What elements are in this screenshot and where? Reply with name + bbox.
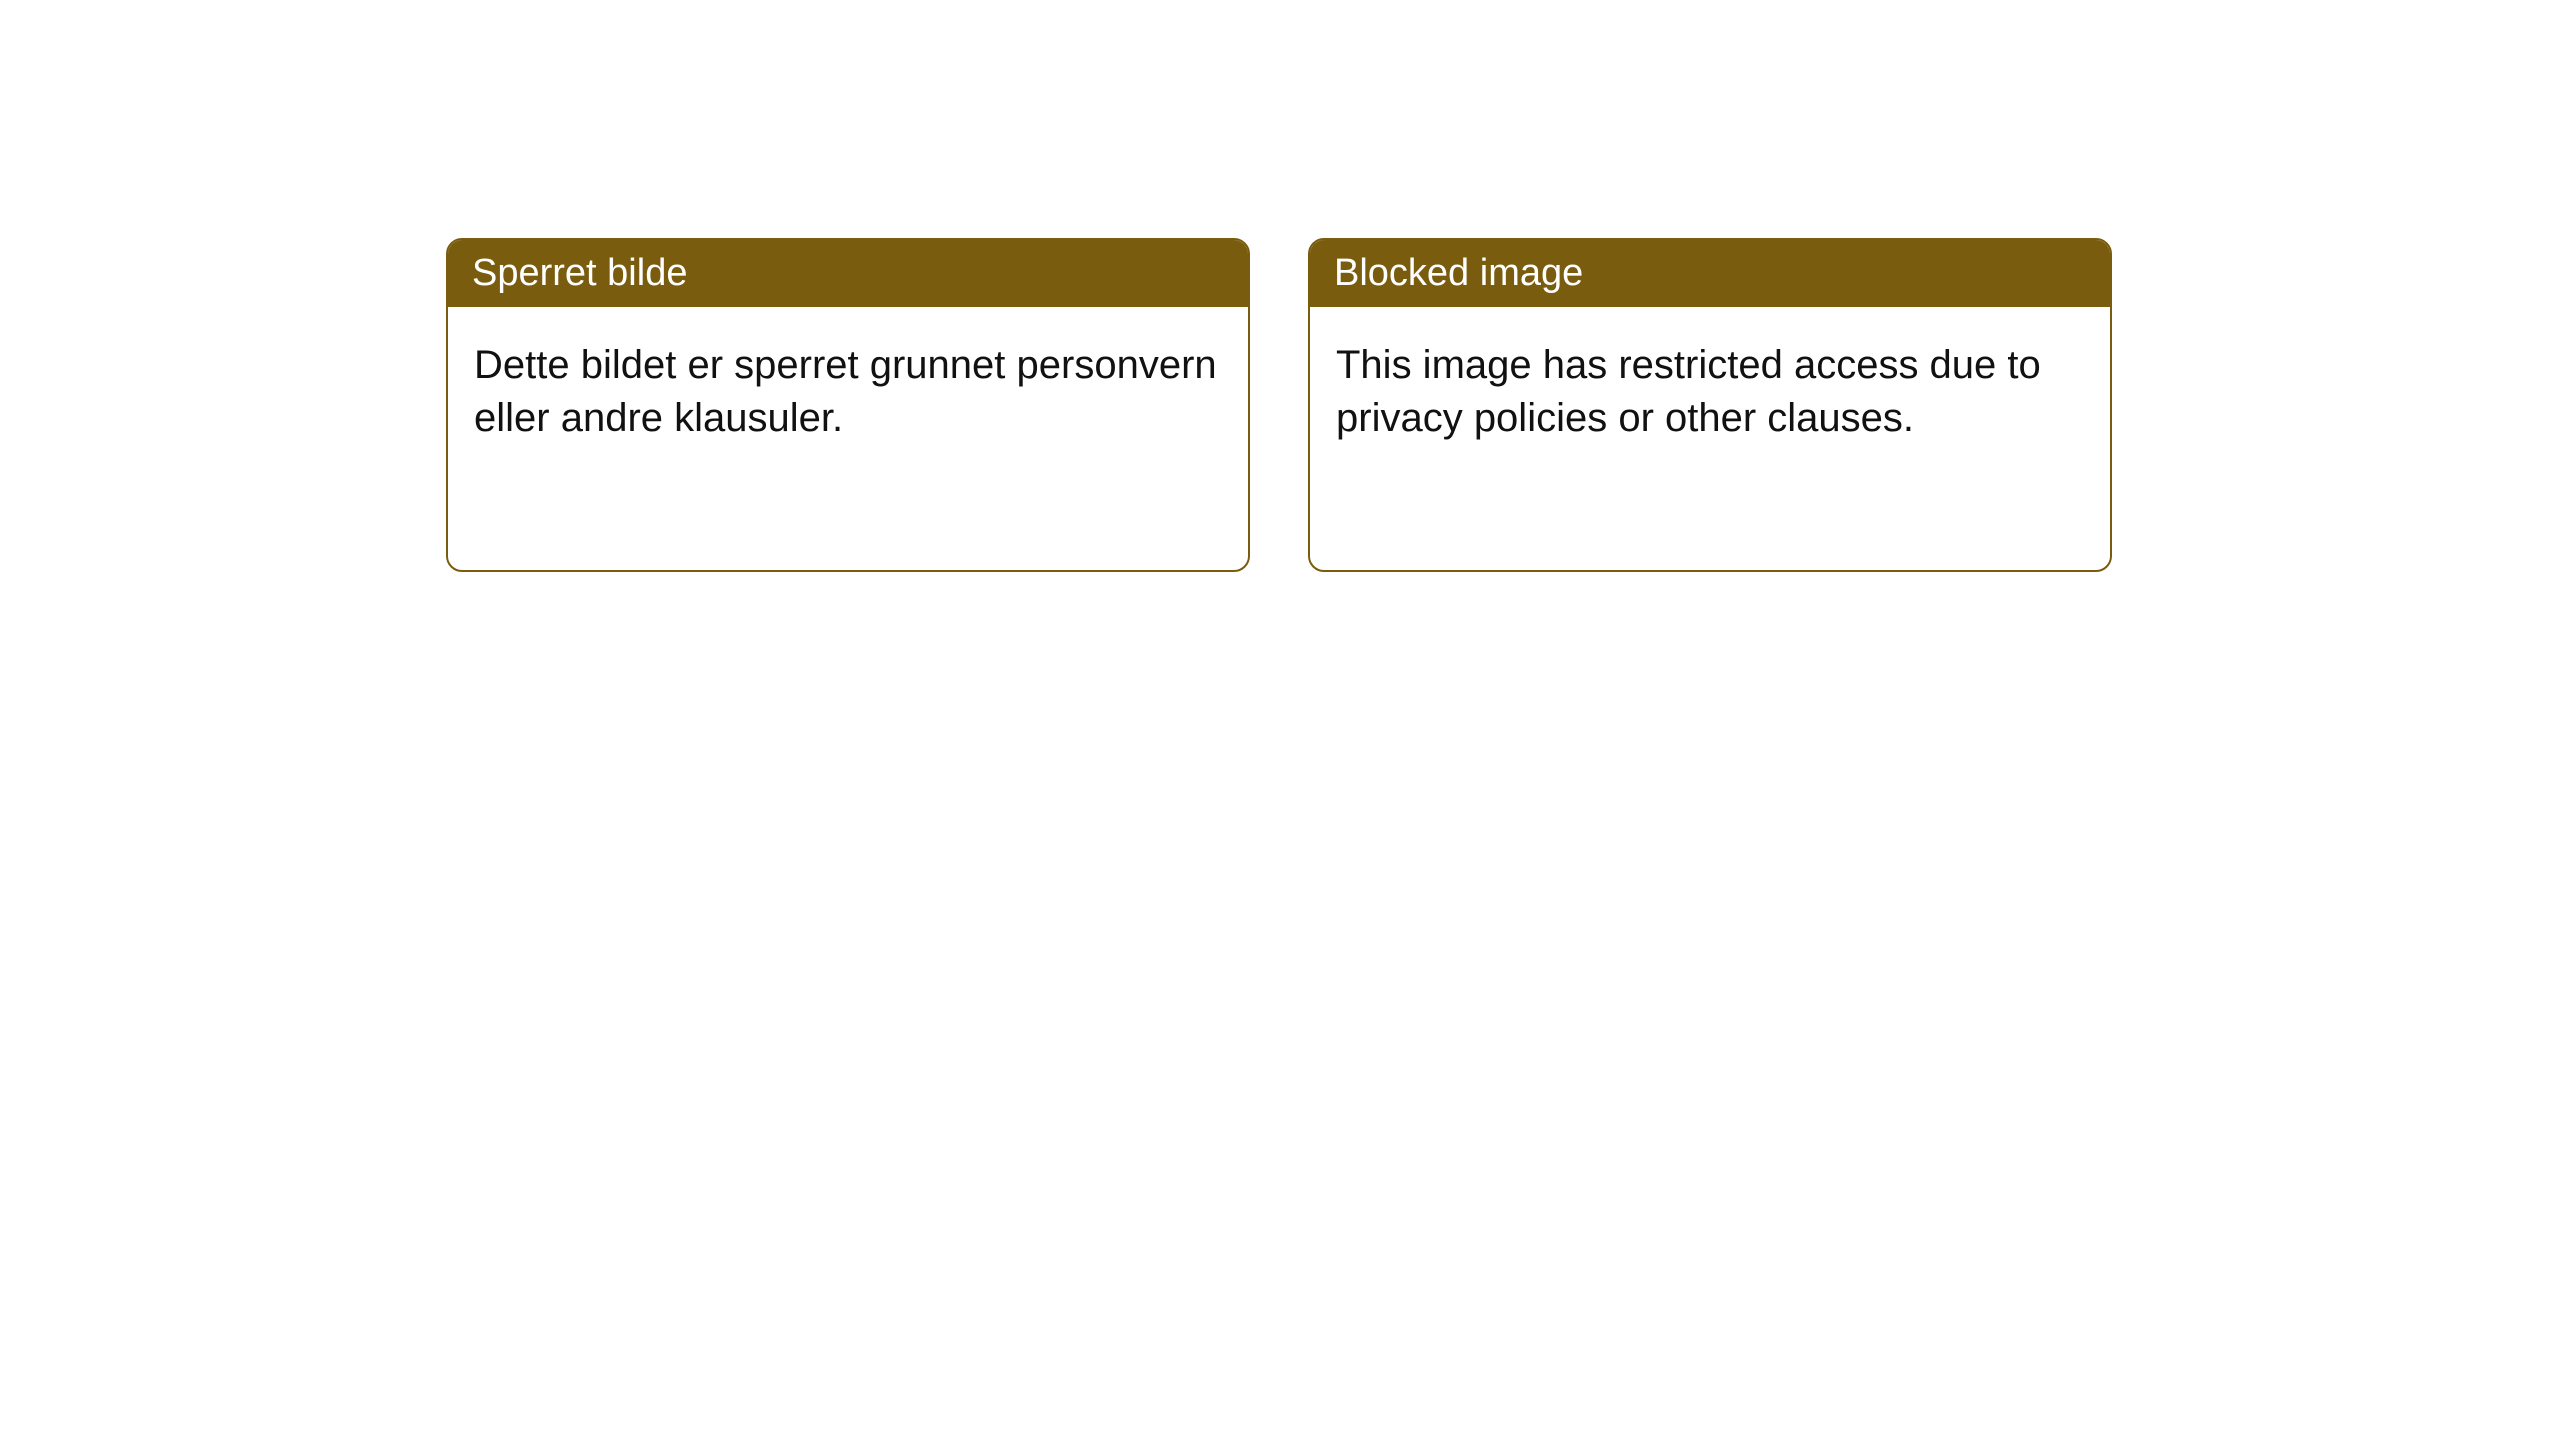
notice-header-norwegian: Sperret bilde [448,240,1248,307]
notice-title: Sperret bilde [472,252,687,294]
notice-body-norwegian: Dette bildet er sperret grunnet personve… [448,307,1248,477]
notice-body-text: Dette bildet er sperret grunnet personve… [474,343,1217,440]
notice-body-english: This image has restricted access due to … [1310,307,2110,477]
notice-card-english: Blocked image This image has restricted … [1308,238,2112,572]
notice-container: Sperret bilde Dette bildet er sperret gr… [446,238,2112,572]
notice-body-text: This image has restricted access due to … [1336,343,2041,440]
notice-title: Blocked image [1334,252,1583,294]
notice-header-english: Blocked image [1310,240,2110,307]
notice-card-norwegian: Sperret bilde Dette bildet er sperret gr… [446,238,1250,572]
